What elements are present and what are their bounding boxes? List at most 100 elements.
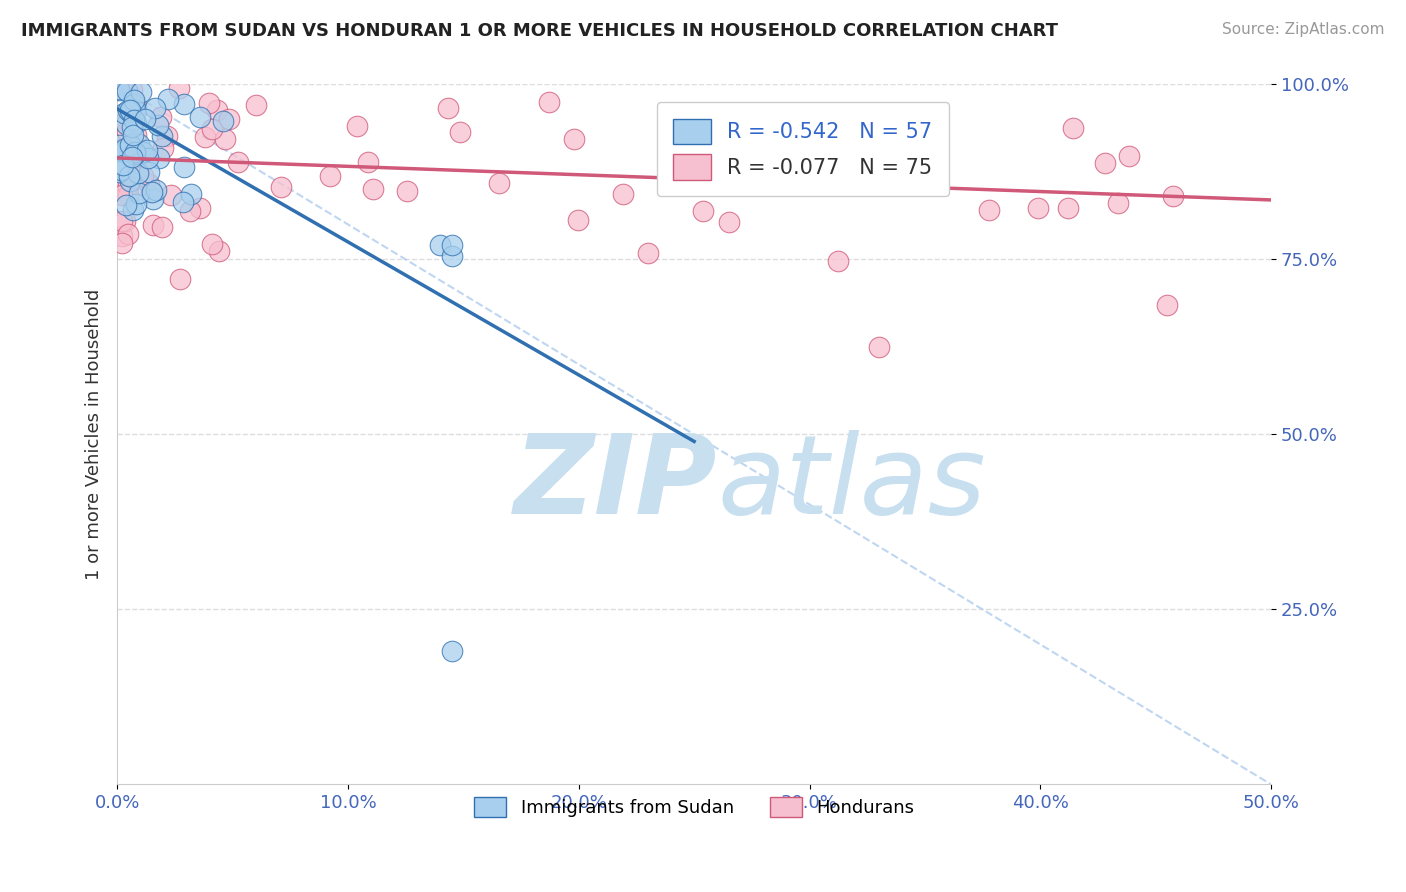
Point <box>110 162 132 177</box>
Point <box>194 130 217 145</box>
Point <box>143 101 166 115</box>
Point <box>121 83 143 97</box>
Point <box>212 114 235 128</box>
Point <box>440 249 463 263</box>
Point <box>270 180 292 194</box>
Point <box>111 142 134 156</box>
Point <box>155 129 177 144</box>
Point <box>117 187 139 202</box>
Point <box>129 85 152 99</box>
Point <box>108 164 131 178</box>
Point <box>180 186 202 201</box>
Point <box>319 169 342 183</box>
Point <box>150 128 173 143</box>
Point <box>114 214 136 228</box>
Point <box>562 132 585 146</box>
Point <box>138 164 160 178</box>
Point <box>112 144 135 158</box>
Point <box>198 95 221 110</box>
Point <box>827 253 849 268</box>
Point <box>142 218 165 232</box>
Point <box>685 124 707 138</box>
Point <box>173 96 195 111</box>
Text: atlas: atlas <box>717 430 986 537</box>
Point <box>128 137 150 152</box>
Point <box>1094 156 1116 170</box>
Point <box>169 81 191 95</box>
Point <box>1156 298 1178 312</box>
Point <box>346 119 368 133</box>
Point <box>118 122 141 136</box>
Point <box>173 160 195 174</box>
Point <box>537 95 560 110</box>
Point <box>128 186 150 201</box>
Point <box>125 116 148 130</box>
Point <box>125 128 148 142</box>
Point <box>169 272 191 286</box>
Point <box>135 144 157 158</box>
Point <box>245 97 267 112</box>
Text: ZIP: ZIP <box>513 430 717 537</box>
Point <box>120 174 142 188</box>
Point <box>122 93 145 107</box>
Point <box>125 103 148 117</box>
Point <box>111 236 134 251</box>
Point <box>121 120 143 135</box>
Point <box>131 145 153 160</box>
Point <box>396 184 419 198</box>
Point <box>136 151 159 165</box>
Point <box>160 187 183 202</box>
Point <box>108 83 131 97</box>
Point <box>111 132 134 146</box>
Point <box>915 158 938 172</box>
Point <box>114 114 136 128</box>
Point <box>138 178 160 192</box>
Point <box>172 194 194 209</box>
Point <box>111 213 134 227</box>
Point <box>121 150 143 164</box>
Point <box>127 165 149 179</box>
Point <box>361 182 384 196</box>
Point <box>717 215 740 229</box>
Point <box>205 103 228 118</box>
Point <box>118 169 141 183</box>
Point <box>111 78 134 92</box>
Point <box>108 137 131 152</box>
Point <box>108 82 131 96</box>
Point <box>132 169 155 184</box>
Point <box>115 123 138 137</box>
Point <box>1062 121 1084 136</box>
Point <box>156 92 179 106</box>
Point <box>148 151 170 165</box>
Point <box>114 142 136 156</box>
Point <box>146 119 169 133</box>
Point <box>111 228 134 243</box>
Text: Source: ZipAtlas.com: Source: ZipAtlas.com <box>1222 22 1385 37</box>
Point <box>120 137 142 152</box>
Point <box>122 113 145 128</box>
Point <box>142 192 165 206</box>
Point <box>1107 195 1129 210</box>
Point <box>115 84 138 98</box>
Point <box>134 112 156 126</box>
Point <box>440 644 463 658</box>
Point <box>1056 201 1078 215</box>
Point <box>125 99 148 113</box>
Point <box>201 237 224 252</box>
Point <box>188 110 211 124</box>
Point <box>121 128 143 142</box>
Point <box>115 117 138 131</box>
Legend: Immigrants from Sudan, Hondurans: Immigrants from Sudan, Hondurans <box>467 790 922 824</box>
Point <box>188 201 211 215</box>
Point <box>152 141 174 155</box>
Point <box>488 176 510 190</box>
Point <box>868 340 890 354</box>
Point <box>179 204 201 219</box>
Point <box>117 227 139 241</box>
Point <box>145 183 167 197</box>
Point <box>125 196 148 211</box>
Point <box>692 204 714 219</box>
Point <box>844 169 866 184</box>
Point <box>357 155 380 169</box>
Point <box>440 238 463 252</box>
